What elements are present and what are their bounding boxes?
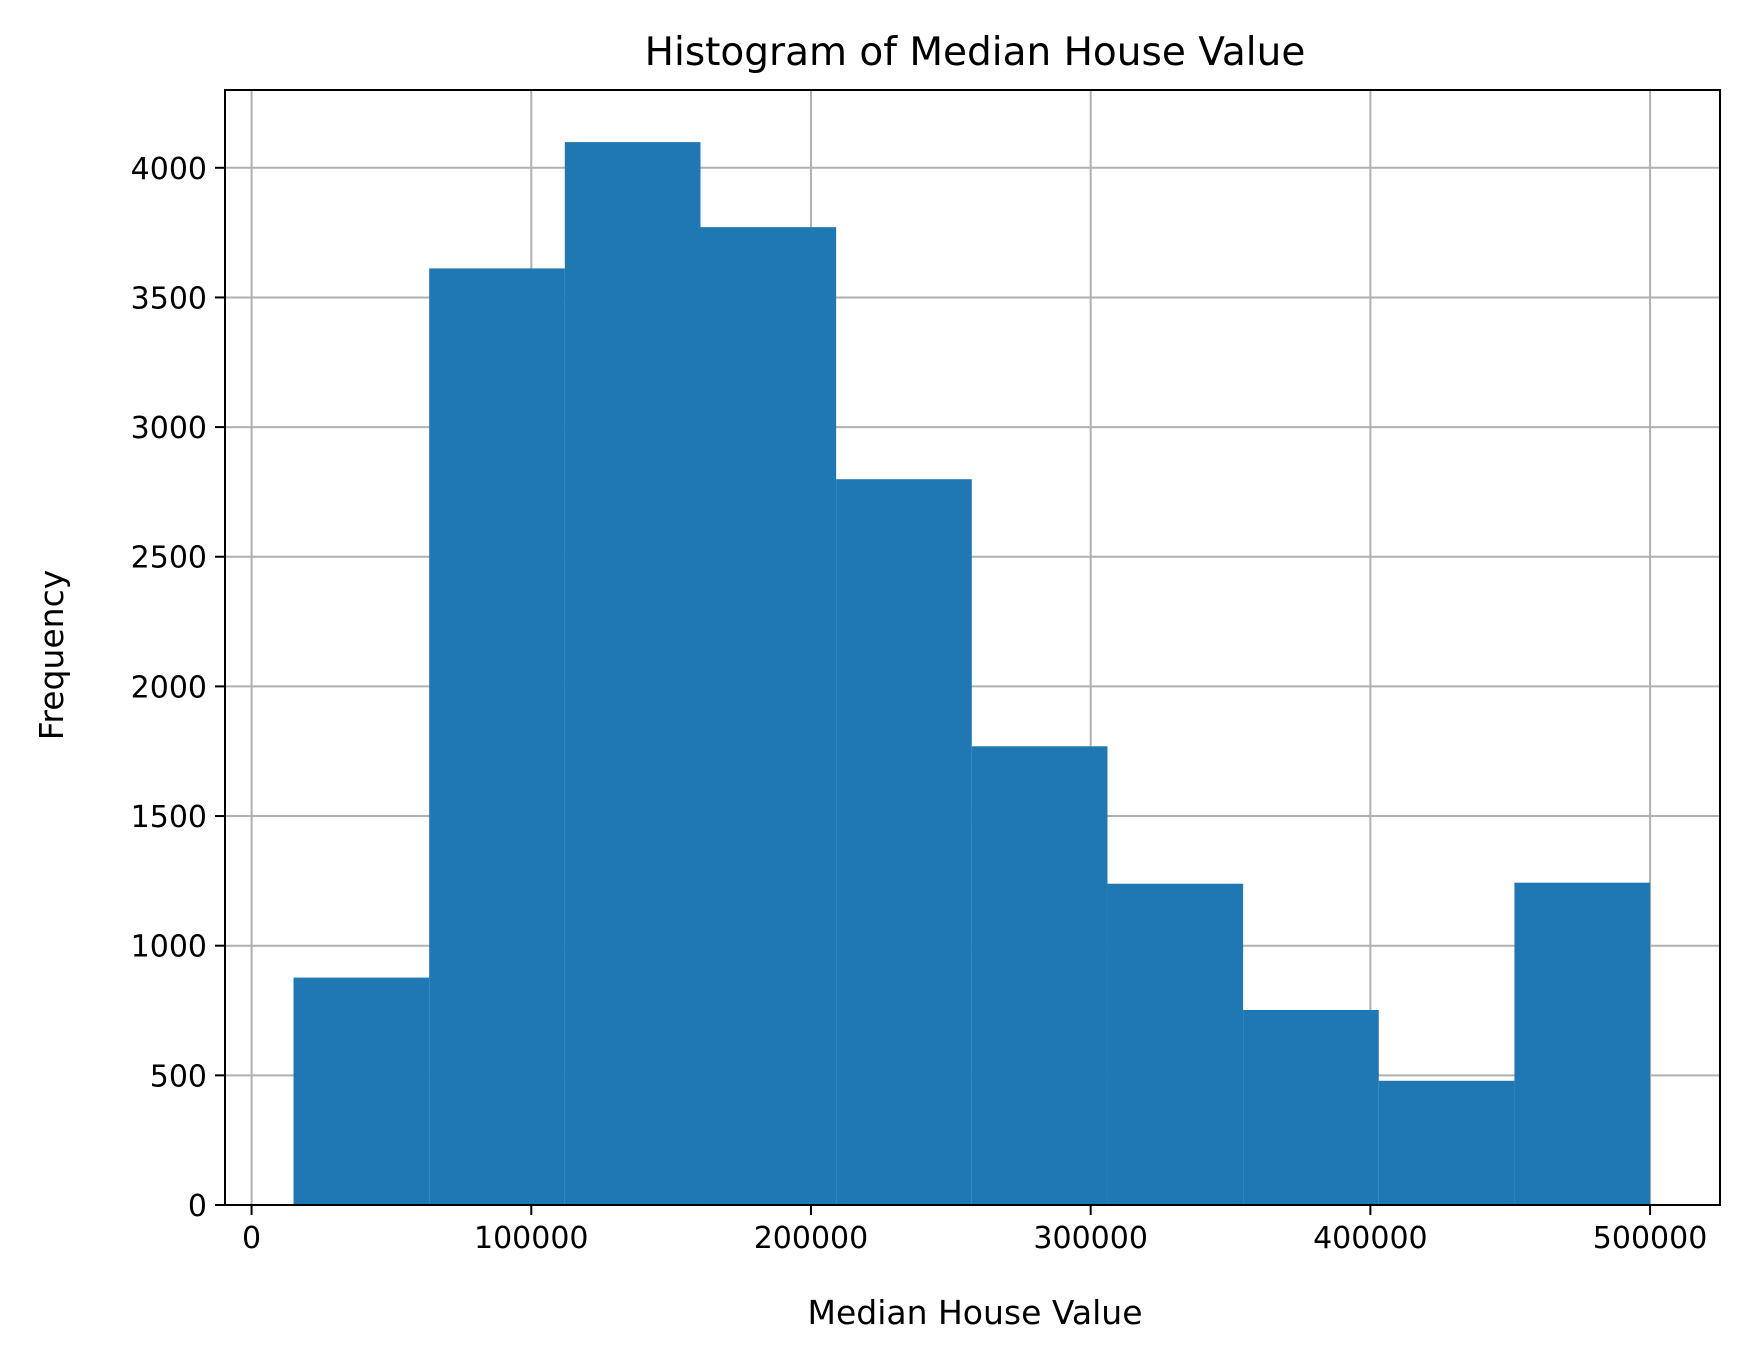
histogram-bar — [700, 227, 837, 1206]
x-tick-label: 300000 — [1033, 1221, 1148, 1256]
y-axis-label: Frequency — [32, 570, 71, 740]
x-tick-label: 100000 — [474, 1221, 589, 1256]
histogram-bar — [836, 479, 972, 1206]
x-axis-ticks: 0 100000 200000 300000 400000 500000 — [242, 1205, 1707, 1256]
y-tick-label: 1000 — [131, 930, 207, 965]
x-tick-label: 0 — [242, 1221, 261, 1256]
x-tick-label: 400000 — [1313, 1221, 1428, 1256]
y-axis-ticks: 0 500 1000 1500 2000 2500 3000 3500 4000 — [131, 152, 225, 1224]
plot-area-frame — [224, 89, 1721, 1206]
histogram-bar — [1107, 883, 1244, 1205]
y-tick-label: 3000 — [131, 411, 207, 446]
histogram-bar — [1378, 1080, 1515, 1205]
y-tick-label: 2000 — [131, 670, 207, 705]
y-tick-label: 2500 — [131, 541, 207, 576]
histogram-bar — [429, 268, 565, 1205]
y-tick-label: 1500 — [131, 800, 207, 835]
y-tick-label: 4000 — [131, 152, 207, 187]
x-axis-label: Median House Value — [807, 1293, 1142, 1332]
histogram-bar — [564, 142, 701, 1206]
y-tick-label: 500 — [150, 1059, 207, 1094]
histogram-bar — [1514, 882, 1651, 1205]
histogram-bars — [293, 142, 1651, 1206]
y-tick-label: 0 — [188, 1189, 207, 1224]
y-tick-label: 3500 — [131, 281, 207, 316]
histogram-bar — [293, 977, 430, 1205]
chart-title: Histogram of Median House Value — [645, 30, 1306, 75]
x-tick-label: 200000 — [754, 1221, 869, 1256]
histogram-bar — [971, 746, 1108, 1205]
x-tick-label: 500000 — [1593, 1221, 1708, 1256]
histogram-bar — [1243, 1010, 1379, 1205]
